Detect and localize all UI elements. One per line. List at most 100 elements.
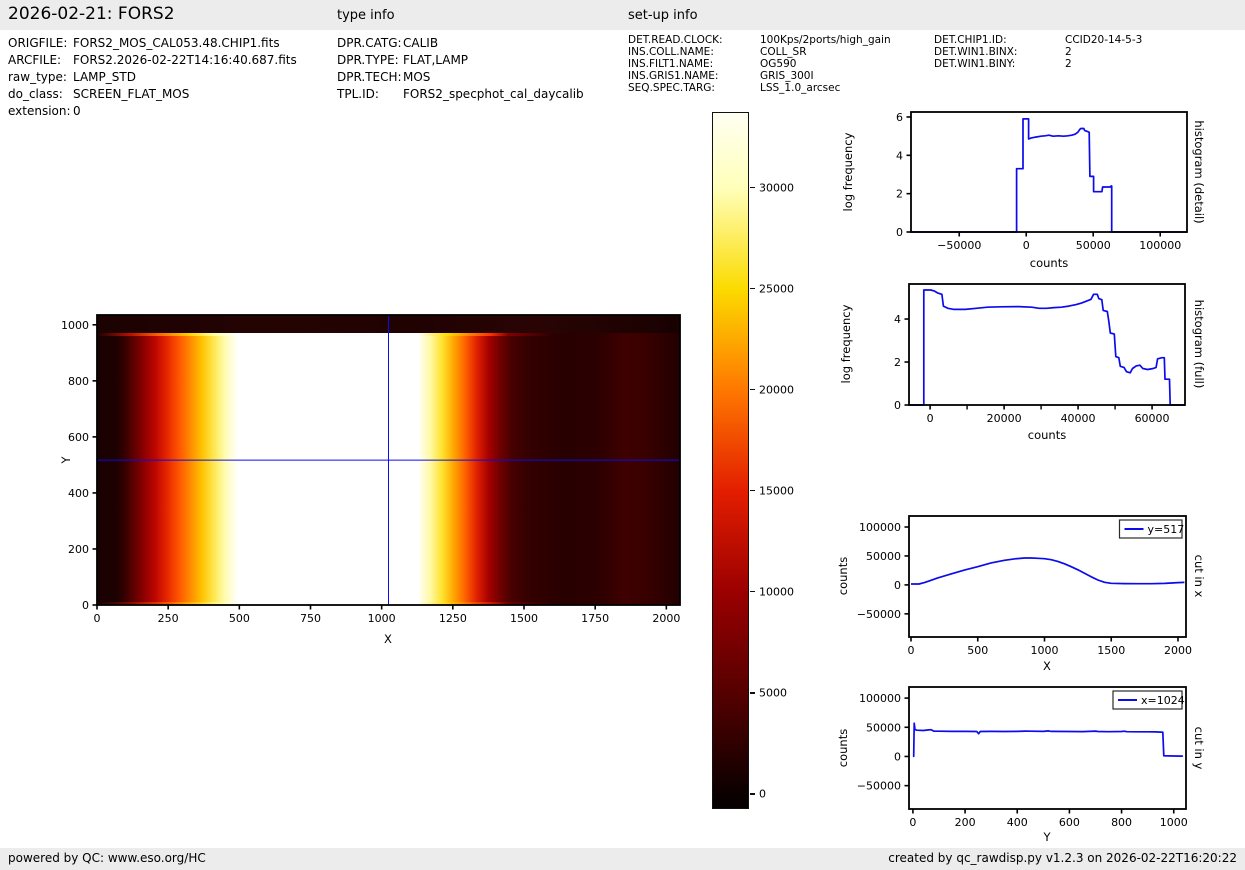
y-tick-label: 1000: [61, 319, 89, 332]
field-value: MOS: [403, 70, 431, 84]
x-tick-label: 1000: [1030, 644, 1058, 657]
y-tick-label: 4: [894, 313, 901, 326]
field-label: ARCFILE:: [8, 53, 62, 67]
field-label: extension:: [8, 104, 71, 118]
colorbar-tick: [750, 287, 755, 290]
x-tick-label: 0: [927, 412, 934, 425]
x-tick-label: 40000: [1061, 412, 1096, 425]
x-tick-label: 800: [1111, 816, 1132, 829]
legend-label: y=517: [1148, 523, 1185, 536]
setup-info-section-header: set-up info: [628, 8, 698, 23]
colorbar: 0 5000 10000 15000 20000 25000 30000: [712, 112, 794, 809]
axes-box: [908, 283, 1186, 406]
field-value: LAMP_STD: [73, 70, 136, 84]
field-label: SEQ.SPEC.TARG:: [628, 82, 715, 94]
main-xlabel: X: [384, 632, 392, 646]
field-label: TPL.ID:: [337, 87, 379, 101]
x-tick-label: 1750: [581, 612, 609, 625]
y-tick-label: 100000: [859, 692, 901, 705]
hist-full-ylabel: log frequency: [839, 304, 853, 384]
x-tick-label: 250: [158, 612, 179, 625]
x-tick-label: 1250: [439, 612, 467, 625]
field-value: SCREEN_FLAT_MOS: [73, 87, 190, 101]
raw-image-plot: 0 250 500 750 1000 1250 1500 1750 2000 0 200 400 600…: [61, 314, 681, 625]
legend-box: [1112, 690, 1183, 710]
x-tick-label: 0: [94, 612, 101, 625]
x-tick-label: 400: [1007, 816, 1028, 829]
y-tick-label: 0: [894, 750, 901, 763]
main-ylabel: Y: [59, 456, 73, 464]
field-value: OG590: [760, 58, 797, 70]
hist-detail-xlabel: counts: [1029, 256, 1069, 270]
y-tick-label: 200: [68, 543, 89, 556]
field-label: DPR.CATG:: [337, 36, 402, 50]
y-tick-label: 6: [896, 111, 903, 124]
field-label: DPR.TYPE:: [337, 53, 399, 67]
y-tick-label: 0: [896, 226, 903, 239]
header-strip: [0, 0, 1245, 30]
field-value: CCID20-14-5-3: [1065, 34, 1143, 46]
colorbar-tick-label: 0: [759, 787, 766, 801]
histogram-full-plot: 0 20000 40000 60000 0 2 4: [894, 283, 1186, 425]
colorbar-tick-label: 20000: [759, 383, 794, 397]
colorbar-tick: [750, 590, 755, 593]
cut-x-xlabel: X: [1043, 659, 1051, 673]
field-value: GRIS_300I: [760, 70, 814, 82]
y-tick-label: 4: [896, 149, 903, 162]
x-tick-label: 0: [908, 644, 915, 657]
hist-detail-ylabel: log frequency: [841, 132, 855, 212]
colorbar-tick-label: 10000: [759, 585, 794, 599]
footer-powered-by: powered by QC: www.eso.org/HC: [8, 851, 206, 865]
colorbar-tick: [750, 489, 755, 492]
field-label: DET.READ.CLOCK:: [628, 34, 723, 46]
colorbar-tick: [750, 186, 755, 189]
x-tick-label: 60000: [1135, 412, 1170, 425]
field-value: FORS2.2026-02-22T14:16:40.687.fits: [73, 53, 297, 67]
x-tick-label: 1500: [510, 612, 538, 625]
y-tick-label: 600: [68, 431, 89, 444]
cut-x-ylabel: counts: [836, 556, 850, 596]
colorbar-tick: [750, 388, 755, 391]
field-value: FORS2_specphot_cal_daycalib: [403, 87, 584, 101]
field-label: INS.FILT1.NAME:: [628, 58, 714, 70]
cut-in-y-plot: 0 200 400 600 800 1000 −50000 0 50000 100000 x=102…: [857, 686, 1188, 829]
legend-label: x=1024: [1141, 694, 1185, 707]
axes-box: [910, 111, 1188, 233]
axes-box: [908, 515, 1187, 638]
y-tick-label: 2: [894, 356, 901, 369]
field-label: DET.WIN1.BINX:: [934, 46, 1018, 58]
x-tick-label: 100000: [1139, 239, 1181, 252]
x-tick-label: 200: [955, 816, 976, 829]
series-line: [911, 557, 1185, 585]
cut-y-ylabel: counts: [836, 728, 850, 768]
raw-image-axes: 0 250 500 750 1000 1250 1500 1750 2000 0 200 400 600…: [61, 314, 681, 625]
y-tick-label: −50000: [857, 780, 901, 793]
x-tick-label: 500: [967, 644, 988, 657]
field-value: 2: [1065, 58, 1072, 70]
axes-box: [96, 314, 681, 606]
field-value: FLAT,LAMP: [403, 53, 469, 67]
colorbar-tick-label: 5000: [759, 686, 787, 700]
field-value: FORS2_MOS_CAL053.48.CHIP1.fits: [73, 36, 280, 50]
cut-y-xlabel: Y: [1043, 830, 1051, 844]
x-tick-label: −50000: [937, 239, 981, 252]
field-value: 100Kps/2ports/high_gain: [760, 34, 891, 46]
field-label: DPR.TECH:: [337, 70, 402, 84]
cut-x-right-label: cut in x: [1192, 554, 1206, 598]
x-tick-label: 1000: [368, 612, 396, 625]
x-tick-label: 0: [909, 816, 916, 829]
x-tick-label: 1500: [1097, 644, 1125, 657]
x-tick-label: 750: [300, 612, 321, 625]
colorbar-tick-label: 15000: [759, 484, 794, 498]
x-tick-label: 0: [1023, 239, 1030, 252]
field-label: DET.CHIP1.ID:: [934, 34, 1007, 46]
hist-detail-right-label: histogram (detail): [1192, 120, 1206, 224]
x-tick-label: 600: [1059, 816, 1080, 829]
axes-box: [908, 686, 1187, 810]
cut-y-right-label: cut in y: [1192, 726, 1206, 770]
series-line: [911, 118, 1187, 233]
y-tick-label: 0: [82, 599, 89, 612]
page-title: 2026-02-21: FORS2: [8, 4, 175, 24]
y-tick-label: 50000: [866, 550, 901, 563]
field-value: 2: [1065, 46, 1072, 58]
